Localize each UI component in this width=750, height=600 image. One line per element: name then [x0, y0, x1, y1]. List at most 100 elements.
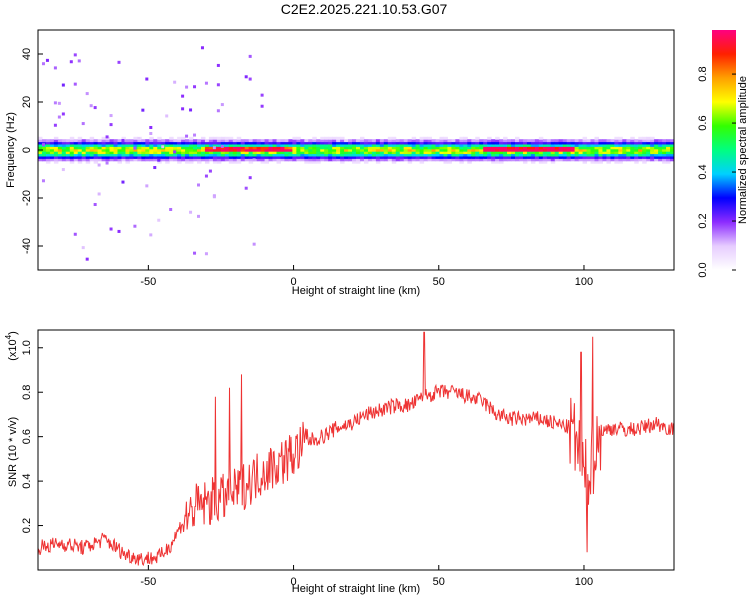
spectrogram-cell: [562, 151, 568, 155]
spectrogram-cell: [451, 158, 456, 162]
spectrogram-cell: [177, 136, 182, 140]
spectrogram-cell: [61, 156, 67, 159]
spectrogram-cell: [73, 158, 79, 162]
spectrogram-cell: [57, 141, 63, 145]
spectrogram-cell: [236, 146, 242, 150]
spectrogram-cell: [165, 148, 170, 152]
spectrogram-cell: [320, 139, 325, 143]
spectrogram-cell: [419, 153, 425, 157]
spectrogram-artefact: [105, 135, 109, 139]
spectrogram-cell: [602, 141, 607, 145]
spectrogram-cell: [320, 158, 325, 162]
spectrogram-cell: [125, 139, 130, 143]
spectrogram-cell: [352, 146, 357, 150]
spectrogram-cell: [316, 141, 321, 145]
spectrogram-cell: [403, 158, 409, 162]
spectrogram-cell: [125, 146, 130, 150]
spectrogram-cell: [586, 156, 592, 159]
spectrogram-cell: [487, 148, 492, 152]
spectrogram-cell: [256, 151, 262, 155]
spectrogram-cell: [411, 141, 417, 145]
spectrogram-cell: [340, 146, 345, 150]
spectrogram-cell: [375, 144, 381, 147]
spectrogram-cell: [586, 144, 592, 147]
spectrogram-cell: [197, 141, 202, 145]
spectrogram-cell: [125, 158, 130, 162]
snr-multiplier-base: (x10: [7, 339, 19, 360]
spectrogram-cell: [117, 156, 122, 159]
spectrogram-artefact: [93, 106, 97, 110]
spectrogram-cell: [610, 141, 615, 145]
spectrogram-cell: [550, 156, 556, 159]
spectrogram-cell: [618, 139, 623, 143]
spectrogram-cell: [177, 156, 182, 159]
spectrogram-cell: [256, 158, 262, 162]
spectrogram-cell: [387, 141, 393, 145]
spectrogram-cell: [248, 160, 254, 164]
spectrogram-cell: [77, 158, 83, 162]
spectrogram-cell: [499, 151, 504, 155]
spectrogram-cell: [125, 148, 130, 152]
spectrogram-cell: [129, 146, 134, 150]
spectrogram-cell: [570, 156, 576, 159]
spectrogram-cell: [371, 156, 377, 159]
spectrogram-cell: [145, 141, 150, 145]
snr-y-tick-label: 0.6: [21, 429, 33, 444]
spectrogram-cell: [646, 158, 651, 162]
spectrogram-cell: [352, 148, 357, 152]
spectrogram-cell: [483, 156, 488, 159]
spectrogram-cell: [300, 141, 305, 145]
spectrogram-cell: [558, 144, 564, 147]
spectrogram-cell: [356, 158, 361, 162]
spectrogram-cell: [594, 151, 599, 155]
spectrogram-cell: [642, 144, 647, 147]
spectrogram-cell: [169, 141, 174, 145]
spectrogram-cell: [348, 158, 353, 162]
spectrogram-cell: [320, 148, 325, 152]
spectrogram-cell: [85, 141, 91, 145]
spectrogram-cell: [332, 153, 337, 157]
spectrogram-cell: [614, 146, 619, 150]
spectrogram-cell: [105, 144, 111, 147]
spectrogram-cell: [69, 158, 75, 162]
spectrogram-cell: [578, 148, 584, 152]
spectrogram-cell: [193, 156, 198, 159]
spectrogram-cell: [324, 144, 329, 147]
spectrogram-cell: [38, 141, 43, 145]
spectrogram-cell: [85, 158, 91, 162]
spectrogram-cell: [169, 148, 174, 152]
spectrogram-artefact: [89, 104, 93, 108]
spectrogram-cell: [129, 148, 134, 152]
spectrogram-cell: [328, 158, 333, 162]
spectrogram-cell: [483, 139, 488, 143]
spectrogram-cell: [308, 144, 313, 147]
spectrogram-artefact: [149, 132, 153, 136]
spectrogram-cell: [268, 156, 274, 159]
spectrogram-cell: [383, 146, 389, 150]
spectrogram-cell: [542, 146, 548, 150]
spectrogram-cell: [193, 144, 198, 147]
spectrogram-cell: [133, 144, 138, 147]
spectrogram-cell: [200, 146, 206, 150]
spectrogram-cell: [248, 148, 254, 152]
spectrogram-artefact: [97, 192, 101, 196]
spectrogram-cell: [606, 139, 611, 143]
spectrogram-cell: [49, 139, 55, 143]
spectrogram-cell: [173, 146, 178, 150]
spectrogram-cell: [367, 141, 373, 145]
spectrogram-cell: [435, 153, 440, 157]
spectrogram-artefact: [204, 252, 208, 256]
spectrogram-cell: [391, 136, 397, 140]
spectrogram-cell: [169, 158, 174, 162]
spectrogram-cell: [38, 136, 43, 140]
spectrogram-cell: [204, 156, 210, 159]
spectrogram-cell: [105, 153, 111, 157]
spectrogram-cell: [399, 144, 405, 147]
spectrogram-cell: [463, 153, 468, 157]
spectrogram-cell: [260, 153, 266, 157]
spectrogram-cell: [49, 153, 55, 157]
spectrogram-cell: [518, 139, 524, 143]
spectrogram-cell: [550, 151, 556, 155]
spectrogram-cell: [495, 141, 500, 145]
spectrogram-cell: [193, 153, 198, 157]
